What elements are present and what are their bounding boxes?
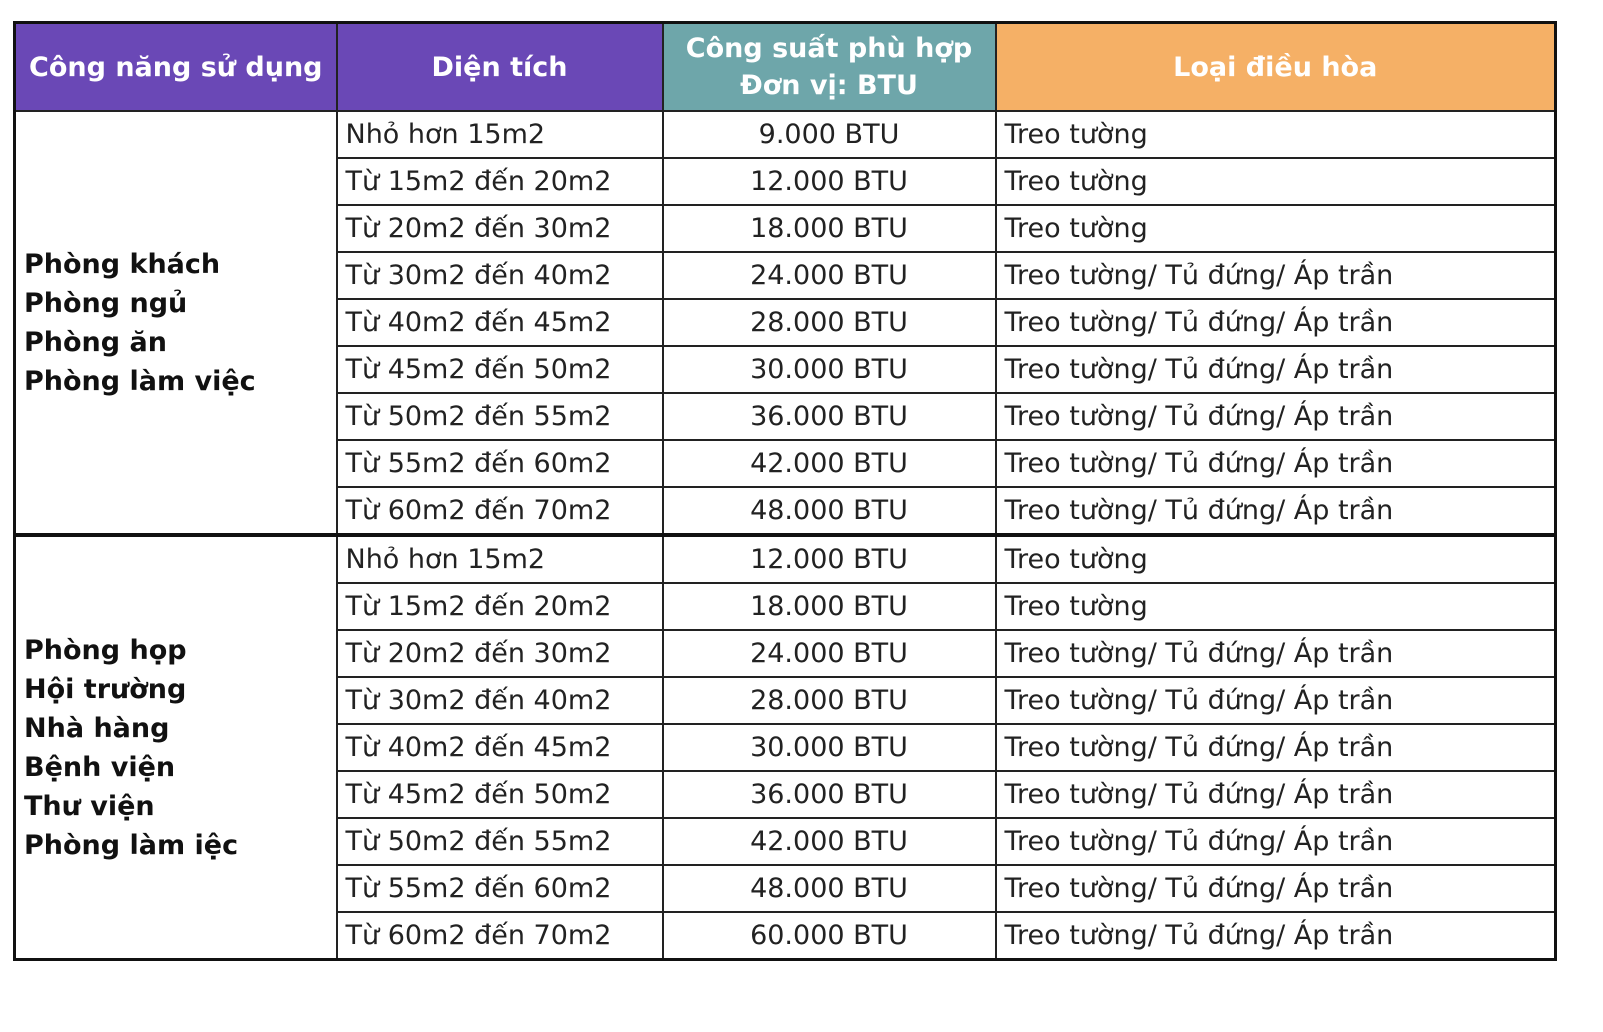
power-cell: 9.000 BTU xyxy=(661,110,997,159)
table-row: Từ 40m2 đến 45m2 30.000 BTU Treo tường/ Tủ… xyxy=(15,723,1557,772)
group-label-line: Phòng làm việc xyxy=(24,365,256,397)
area-cell: Từ 45m2 đến 50m2 xyxy=(335,345,664,394)
power-cell: 18.000 BTU xyxy=(661,204,997,253)
power-cell: 30.000 BTU xyxy=(661,345,997,394)
header-text: Công năng sử dụng xyxy=(29,51,323,83)
table-row: Từ 20m2 đến 30m2 18.000 BTU Treo tường xyxy=(15,204,1557,253)
table-row: Từ 50m2 đến 55m2 42.000 BTU Treo tường/ Tủ… xyxy=(15,817,1557,866)
table-row: Từ 55m2 đến 60m2 48.000 BTU Treo tường/ Tủ… xyxy=(15,864,1557,913)
area-cell: Từ 20m2 đến 30m2 xyxy=(335,204,664,253)
power-cell: 42.000 BTU xyxy=(661,817,997,866)
group-label-line: Nhà hàng xyxy=(24,712,170,744)
header-cell: Công suất phù hợp Đơn vị: BTU xyxy=(661,21,997,112)
area-cell: Từ 40m2 đến 45m2 xyxy=(335,298,664,347)
group-label-line: Phòng ăn xyxy=(24,326,167,358)
type-cell: Treo tường xyxy=(994,533,1557,584)
area-cell: Từ 50m2 đến 55m2 xyxy=(335,392,664,441)
area-cell: Từ 15m2 đến 20m2 xyxy=(335,157,664,206)
area-cell: Từ 30m2 đến 40m2 xyxy=(335,251,664,300)
table-row: Từ 30m2 đến 40m2 28.000 BTU Treo tường/ Tủ… xyxy=(15,676,1557,725)
area-cell: Nhỏ hơn 15m2 xyxy=(335,533,664,584)
type-cell: Treo tường/ Tủ đứng/ Áp trần xyxy=(994,864,1557,913)
type-cell: Treo tường xyxy=(994,204,1557,253)
type-cell: Treo tường xyxy=(994,582,1557,631)
area-cell: Từ 60m2 đến 70m2 xyxy=(335,911,664,961)
header-cell: Loại điều hòa xyxy=(994,21,1557,112)
group-label: Phòng khách Phòng ngủ Phòng ăn Phòng làm vi… xyxy=(13,110,338,536)
table-row: Từ 60m2 đến 70m2 60.000 BTU Treo tường/ Tủ… xyxy=(15,911,1557,961)
power-cell: 28.000 BTU xyxy=(661,676,997,725)
header-row: Công năng sử dụng Diện tích Công suất phù … xyxy=(13,21,1557,112)
type-cell: Treo tường/ Tủ đứng/ Áp trần xyxy=(994,392,1557,441)
group-label-line: Bệnh viện xyxy=(24,751,176,783)
table-row: Từ 20m2 đến 30m2 24.000 BTU Treo tường/ Tủ… xyxy=(15,629,1557,678)
table-row: Từ 55m2 đến 60m2 42.000 BTU Treo tường/ Tủ… xyxy=(15,439,1557,488)
area-cell: Nhỏ hơn 15m2 xyxy=(335,110,664,159)
type-cell: Treo tường/ Tủ đứng/ Áp trần xyxy=(994,676,1557,725)
power-cell: 36.000 BTU xyxy=(661,770,997,819)
type-cell: Treo tường/ Tủ đứng/ Áp trần xyxy=(994,439,1557,488)
table-row: Phòng họp Hội trường Nhà hàng Bệnh viện Thư … xyxy=(13,533,1557,961)
header-cell: Diện tích xyxy=(335,21,664,112)
header-line: Công suất phù hợp xyxy=(685,33,973,64)
type-cell: Treo tường/ Tủ đứng/ Áp trần xyxy=(994,911,1557,961)
table-row: Từ 30m2 đến 40m2 24.000 BTU Treo tường/ Tủ… xyxy=(15,251,1557,300)
type-cell: Treo tường/ Tủ đứng/ Áp trần xyxy=(994,817,1557,866)
table-row: Từ 60m2 đến 70m2 48.000 BTU Treo tường/ Tủ… xyxy=(15,486,1557,536)
area-cell: Từ 20m2 đến 30m2 xyxy=(335,629,664,678)
power-cell: 24.000 BTU xyxy=(661,629,997,678)
type-cell: Treo tường xyxy=(994,110,1557,159)
table-row: Từ 50m2 đến 55m2 36.000 BTU Treo tường/ Tủ… xyxy=(15,392,1557,441)
type-cell: Treo tường/ Tủ đứng/ Áp trần xyxy=(994,629,1557,678)
header-cell: Công năng sử dụng xyxy=(13,21,338,112)
type-cell: Treo tường/ Tủ đứng/ Áp trần xyxy=(994,486,1557,536)
table-row: Từ 45m2 đến 50m2 30.000 BTU Treo tường/ Tủ… xyxy=(15,345,1557,394)
table-row: Từ 45m2 đến 50m2 36.000 BTU Treo tường/ Tủ… xyxy=(15,770,1557,819)
table-row: Từ 40m2 đến 45m2 28.000 BTU Treo tường/ Tủ… xyxy=(15,298,1557,347)
header-line: Đơn vị: BTU xyxy=(740,70,918,101)
type-cell: Treo tường/ Tủ đứng/ Áp trần xyxy=(994,251,1557,300)
table-row: Phòng khách Phòng ngủ Phòng ăn Phòng làm vi… xyxy=(13,110,1557,536)
header-text: Diện tích xyxy=(431,51,568,83)
header-text: Loại điều hòa xyxy=(1173,51,1378,83)
group-label-line: Phòng làm iệc xyxy=(24,829,239,861)
type-cell: Treo tường/ Tủ đứng/ Áp trần xyxy=(994,345,1557,394)
power-cell: 30.000 BTU xyxy=(661,723,997,772)
power-cell: 60.000 BTU xyxy=(661,911,997,961)
area-cell: Từ 60m2 đến 70m2 xyxy=(335,486,664,536)
table-body: Phòng khách Phòng ngủ Phòng ăn Phòng làm vi… xyxy=(13,110,1557,961)
area-cell: Từ 15m2 đến 20m2 xyxy=(335,582,664,631)
area-cell: Từ 30m2 đến 40m2 xyxy=(335,676,664,725)
type-cell: Treo tường/ Tủ đứng/ Áp trần xyxy=(994,723,1557,772)
type-cell: Treo tường/ Tủ đứng/ Áp trần xyxy=(994,770,1557,819)
power-cell: 36.000 BTU xyxy=(661,392,997,441)
power-cell: 28.000 BTU xyxy=(661,298,997,347)
area-cell: Từ 55m2 đến 60m2 xyxy=(335,439,664,488)
area-cell: Từ 50m2 đến 55m2 xyxy=(335,817,664,866)
type-cell: Treo tường xyxy=(994,157,1557,206)
power-cell: 42.000 BTU xyxy=(661,439,997,488)
group-label-line: Phòng họp xyxy=(24,634,187,666)
area-cell: Từ 40m2 đến 45m2 xyxy=(335,723,664,772)
power-cell: 12.000 BTU xyxy=(661,157,997,206)
group-label-line: Phòng ngủ xyxy=(24,287,188,319)
group-label-line: Phòng khách xyxy=(24,248,221,280)
btu-table: Công năng sử dụng Diện tích Công suất phù … xyxy=(13,21,1557,961)
power-cell: 18.000 BTU xyxy=(661,582,997,631)
table-head: Công năng sử dụng Diện tích Công suất phù … xyxy=(13,21,1557,112)
area-cell: Từ 45m2 đến 50m2 xyxy=(335,770,664,819)
power-cell: 12.000 BTU xyxy=(661,533,997,584)
table-row: Từ 15m2 đến 20m2 12.000 BTU Treo tường xyxy=(15,157,1557,206)
group-label: Phòng họp Hội trường Nhà hàng Bệnh viện Thư … xyxy=(13,533,338,961)
table-row: Từ 15m2 đến 20m2 18.000 BTU Treo tường xyxy=(15,582,1557,631)
group-label-line: Hội trường xyxy=(24,673,187,705)
group-label-line: Thư viện xyxy=(24,790,155,822)
power-cell: 48.000 BTU xyxy=(661,486,997,536)
type-cell: Treo tường/ Tủ đứng/ Áp trần xyxy=(994,298,1557,347)
power-cell: 48.000 BTU xyxy=(661,864,997,913)
power-cell: 24.000 BTU xyxy=(661,251,997,300)
area-cell: Từ 55m2 đến 60m2 xyxy=(335,864,664,913)
